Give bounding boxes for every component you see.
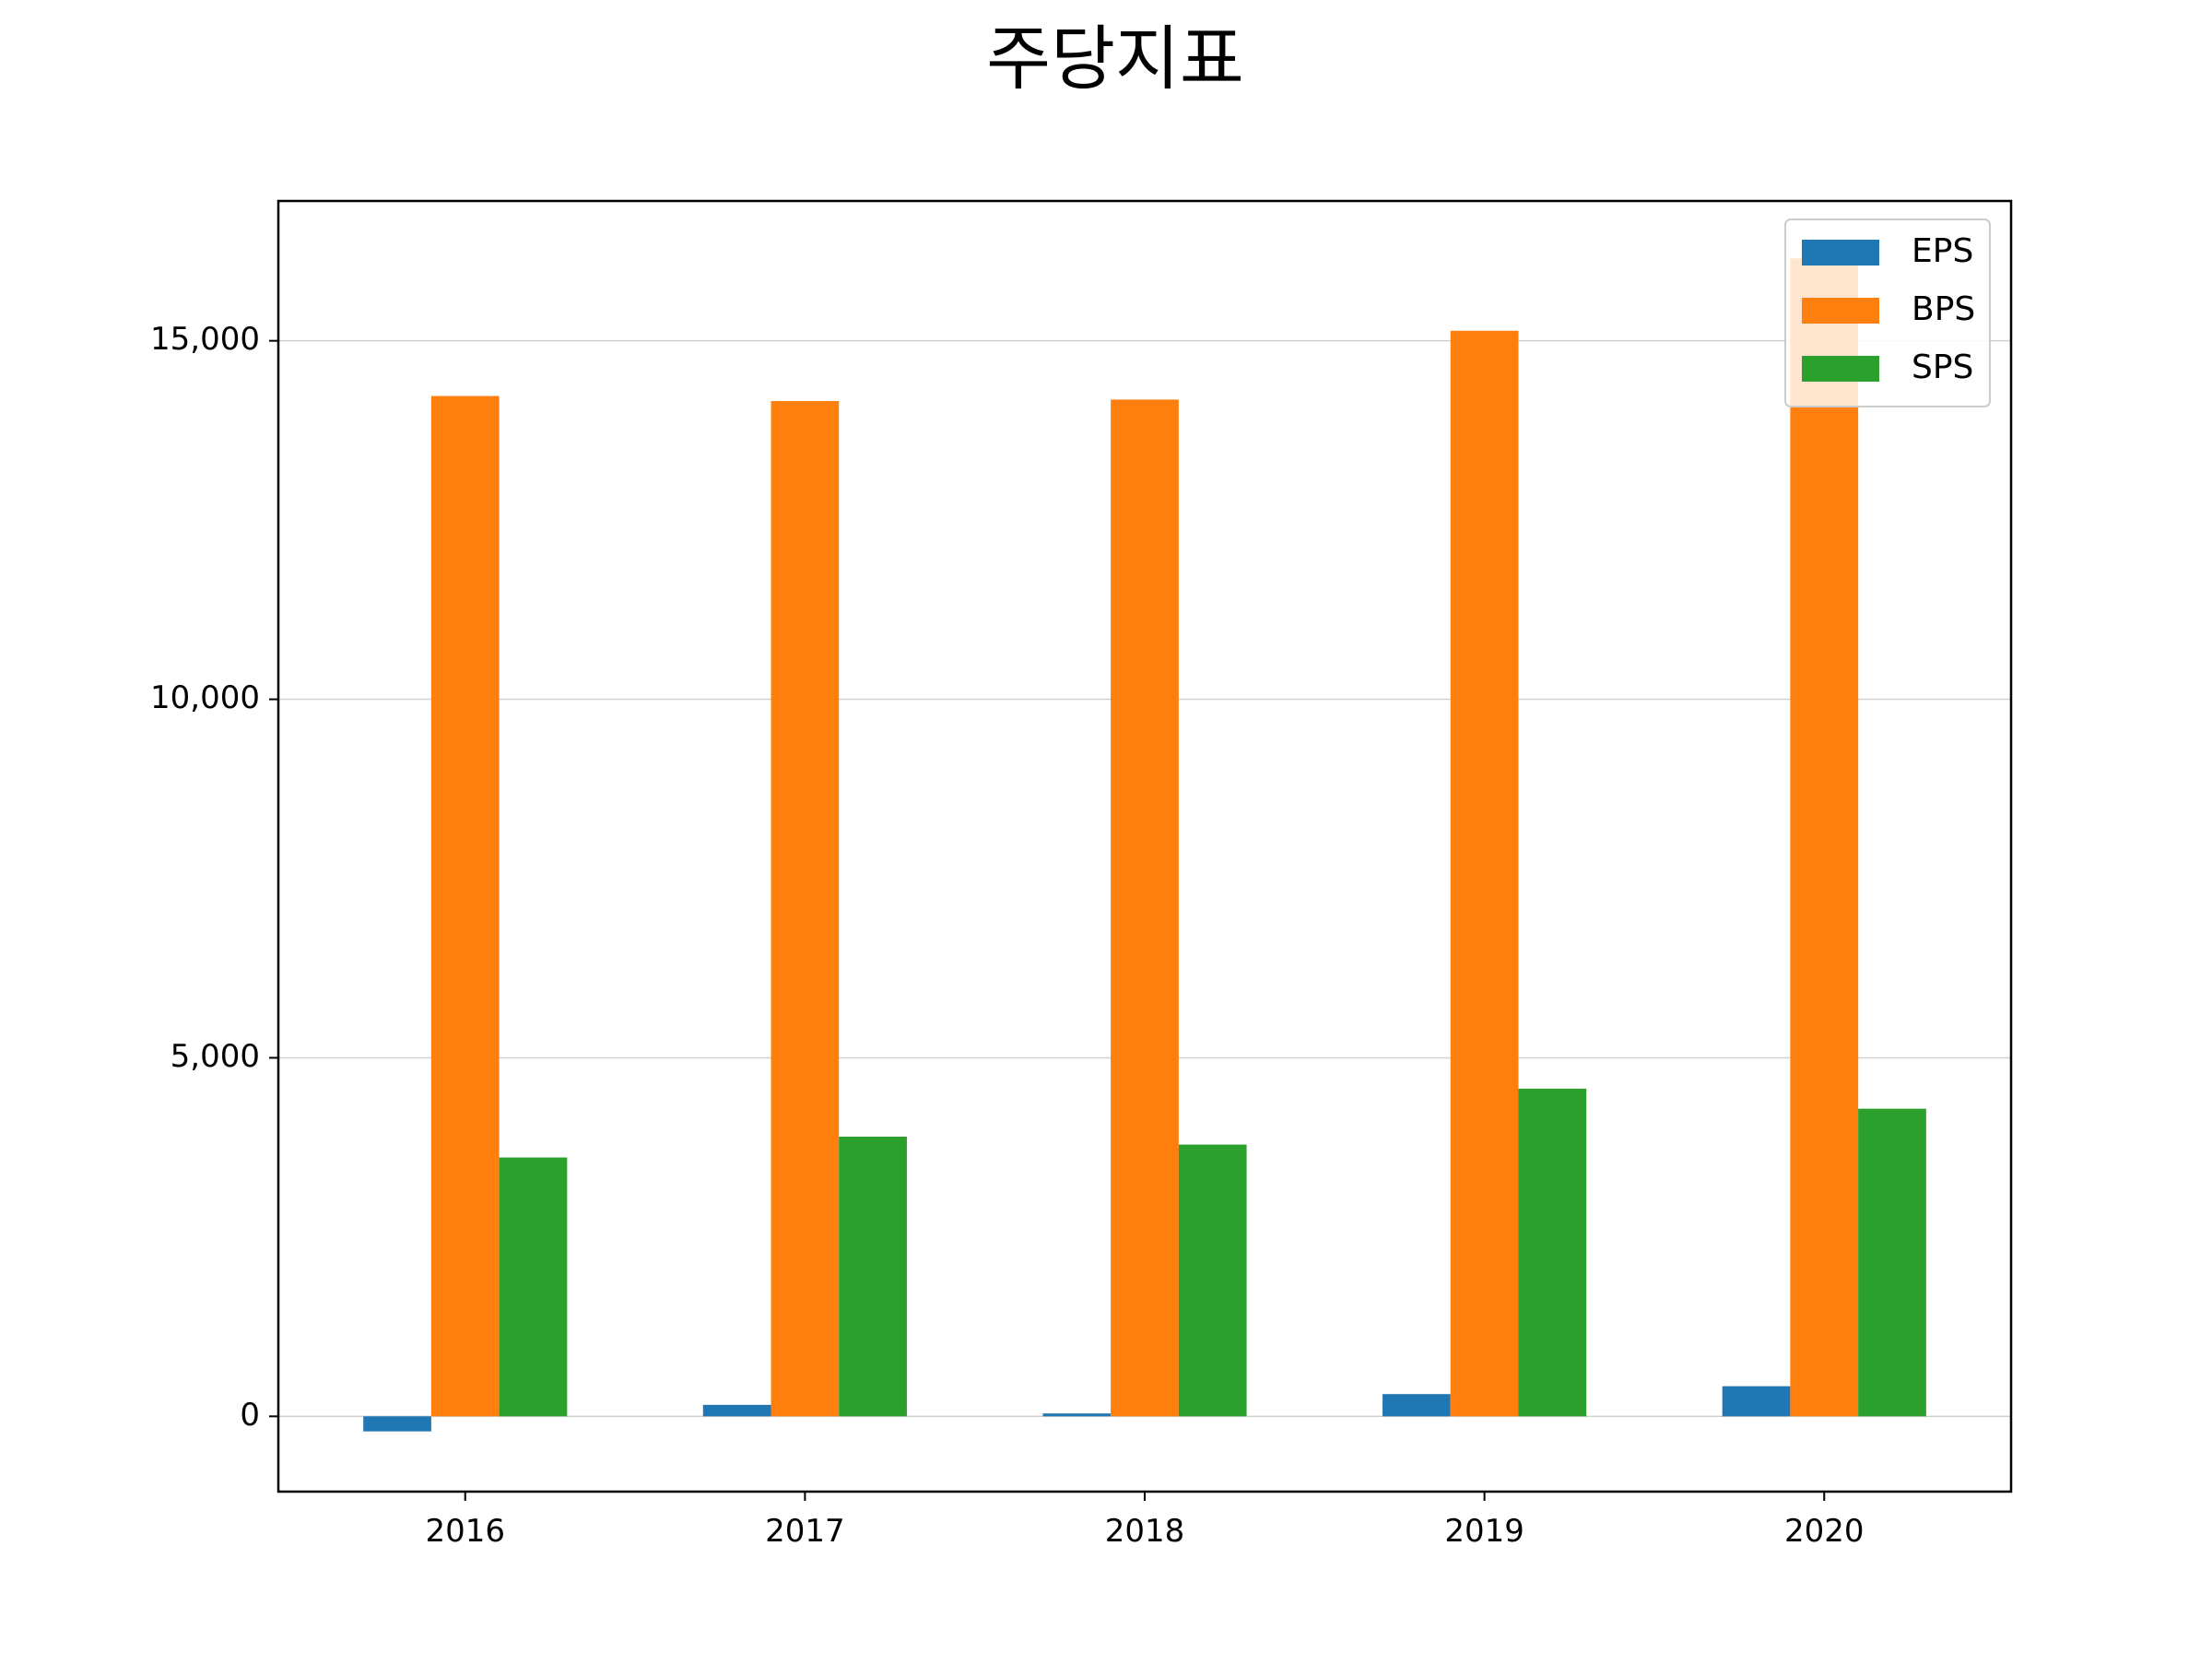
bar-eps-2016 <box>363 1416 431 1432</box>
bar-bps-2018 <box>1111 399 1179 1417</box>
axes: 0 5,000 10,000 15,000 2016 2017 2018 2019 2020 <box>150 199 2013 1550</box>
bar-sps-2016 <box>499 1157 568 1417</box>
bar-bps-2017 <box>771 401 840 1417</box>
y-tick-label: 0 <box>240 1397 260 1434</box>
x-tick-label: 2018 <box>1105 1513 1185 1550</box>
y-tick-label: 5,000 <box>171 1038 260 1075</box>
bar-bps-2019 <box>1450 330 1519 1417</box>
bars <box>363 258 1926 1432</box>
bar-sps-2017 <box>839 1137 907 1417</box>
bar-sps-2020 <box>1858 1108 1926 1417</box>
legend: EPS BPS SPS <box>1784 218 1991 407</box>
bar-eps-2020 <box>1722 1386 1791 1417</box>
legend-label-eps: EPS <box>1912 232 1973 270</box>
bar-eps-2019 <box>1382 1394 1451 1417</box>
bar-bps-2020 <box>1790 258 1859 1417</box>
bar-bps-2016 <box>430 395 500 1417</box>
chart-title: 주당지표 <box>986 18 1244 100</box>
legend-swatch-eps <box>1802 240 1879 266</box>
legend-label-sps: SPS <box>1912 348 1973 386</box>
x-tick-label: 2016 <box>425 1513 505 1550</box>
x-tick-label: 2020 <box>1784 1513 1865 1550</box>
bar-sps-2018 <box>1178 1144 1247 1417</box>
bar-eps-2018 <box>1042 1413 1112 1417</box>
bar-eps-2017 <box>702 1404 771 1417</box>
bar-sps-2019 <box>1518 1088 1587 1417</box>
y-tick-label: 10,000 <box>150 679 260 716</box>
x-tick-label: 2017 <box>765 1513 845 1550</box>
legend-label-bps: BPS <box>1912 290 1975 328</box>
legend-swatch-bps <box>1802 298 1879 324</box>
x-tick-label: 2019 <box>1444 1513 1524 1550</box>
y-tick-label: 15,000 <box>150 321 260 358</box>
legend-swatch-sps <box>1802 356 1879 382</box>
